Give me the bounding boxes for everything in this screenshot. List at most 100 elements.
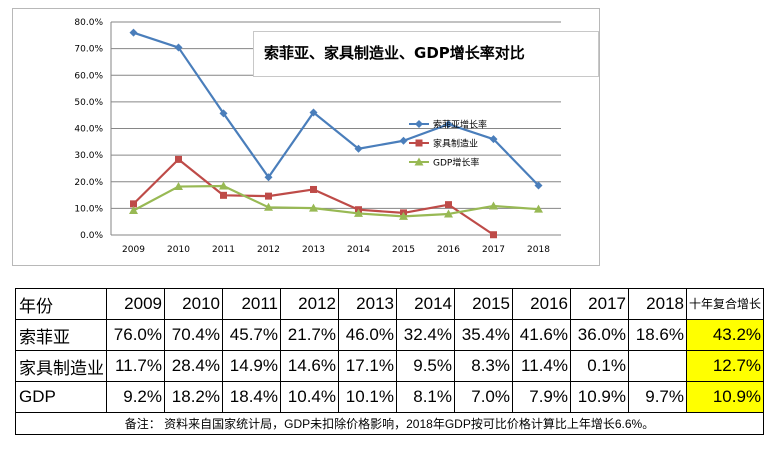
y-tick-label: 10.0% [74,204,103,214]
data-point [490,231,497,239]
table-cell: 10.4% [280,381,339,413]
table-cell: 10.9% [570,381,629,413]
note-row: 备注： 资料来自国家统计局，GDP未扣除价格影响，2018年GDP按可比价格计算… [14,412,765,435]
row-label: 索菲亚 [15,319,107,351]
x-tick-label: 2017 [482,245,505,255]
table-cell: 41.6% [512,319,571,351]
table-cell: 28.4% [164,350,223,382]
table-cell: 10.1% [338,381,397,413]
data-point [415,120,423,128]
header-year: 2017 [570,288,629,320]
chart-area: 0.0% 10.0% 20.0% 30.0% 40.0% 50.0% 60.0% 70.0% 8… [12,8,600,266]
y-tick-label: 20.0% [74,178,103,188]
data-table: 年份 2009 2010 2011 2012 2013 2014 2015 2016 2017 20… [14,288,765,435]
table-cell: 8.3% [454,350,513,382]
table-cell: 9.2% [106,381,165,413]
header-year: 2012 [280,288,339,320]
table-row: GDP 9.2% 18.2% 18.4% 10.4% 10.1% 8.1% 7.0% 7.9% 1… [15,381,765,413]
table-cell: 11.7% [106,350,165,382]
data-point [354,208,363,217]
table-cell: 36.0% [570,319,629,351]
table-cell: 18.4% [222,381,281,413]
table-row: 家具制造业 11.7% 28.4% 14.9% 14.6% 17.1% 9.5% 8.3% 11… [15,350,765,382]
header-year: 2009 [106,288,165,320]
table-cell: 46.0% [338,319,397,351]
data-point [265,192,272,200]
row-label: GDP [15,381,107,413]
table-cell: 14.6% [280,350,339,382]
table-cell: 70.4% [164,319,223,351]
cagr-cell: 43.2% [685,319,765,351]
data-point [399,136,408,145]
header-year: 2013 [338,288,397,320]
y-tick-label: 30.0% [74,151,103,161]
x-tick-label: 2009 [122,245,145,255]
x-tick-label: 2016 [437,245,460,255]
y-tick-label: 50.0% [74,98,103,108]
table-cell: 8.1% [396,381,455,413]
y-tick-label: 40.0% [74,125,103,135]
table-cell: 14.9% [222,350,281,382]
x-tick-label: 2010 [167,245,190,255]
table-cell: 9.7% [628,381,687,413]
data-point [129,28,138,37]
header-year: 2018 [628,288,687,320]
row-label: 家具制造业 [15,350,107,382]
table-cell: 32.4% [396,319,455,351]
header-year: 2015 [454,288,513,320]
y-tick-label: 60.0% [74,71,103,81]
table-cell: 9.5% [396,350,455,382]
header-year: 2011 [222,288,281,320]
data-point [445,201,452,209]
data-point [175,155,182,163]
header-year: 2016 [512,288,571,320]
table-cell: 0.1% [570,350,629,382]
data-point [264,202,273,211]
line-chart: 0.0% 10.0% 20.0% 30.0% 40.0% 50.0% 60.0% 70.0% 8… [74,18,561,255]
x-tick-label: 2011 [212,245,235,255]
legend-label: 索菲亚增长率 [433,119,487,131]
data-point [309,203,318,212]
data-point [309,108,318,117]
data-point [174,182,183,191]
series-line [133,31,540,187]
data-point [219,109,228,118]
data-point [219,181,228,190]
table-cell: 76.0% [106,319,165,351]
x-tick-label: 2018 [527,245,550,255]
table-header-row: 年份 2009 2010 2011 2012 2013 2014 2015 2016 2017 20… [15,288,765,320]
table-cell: 7.0% [454,381,513,413]
cagr-cell: 10.9% [685,381,765,413]
table-cell: 18.2% [164,381,223,413]
header-year-label: 年份 [15,288,107,320]
table-note: 备注： 资料来自国家统计局，GDP未扣除价格影响，2018年GDP按可比价格计算… [14,412,765,435]
data-point [415,139,423,147]
header-year: 2014 [396,288,455,320]
table-cell: 45.7% [222,319,281,351]
data-point [174,43,183,52]
data-point [264,173,273,182]
data-point [534,204,543,213]
y-tick-label: 0.0% [80,231,103,241]
legend-label: 家具制造业 [433,138,478,150]
legend-label: GDP增长率 [433,157,479,169]
data-point [414,157,424,166]
chart-title: 索菲亚、家具制造业、GDP增长率对比 [253,31,599,77]
data-point [534,181,543,190]
table-cell: 35.4% [454,319,513,351]
table-cell: 21.7% [280,319,339,351]
data-point [130,200,137,208]
data-point [354,144,363,153]
table-cell: 7.9% [512,381,571,413]
table-cell: 11.4% [512,350,571,382]
table-row: 索菲亚 76.0% 70.4% 45.7% 21.7% 46.0% 32.4% 35.4% 41… [15,319,765,351]
data-point [489,135,498,144]
data-point [444,209,453,218]
series-line [132,184,539,218]
y-tick-label: 80.0% [74,18,103,28]
data-point [220,191,227,199]
table-cell: 17.1% [338,350,397,382]
x-tick-label: 2015 [392,245,415,255]
header-cagr: 十年复合增长 [685,288,765,320]
data-point [399,211,408,220]
